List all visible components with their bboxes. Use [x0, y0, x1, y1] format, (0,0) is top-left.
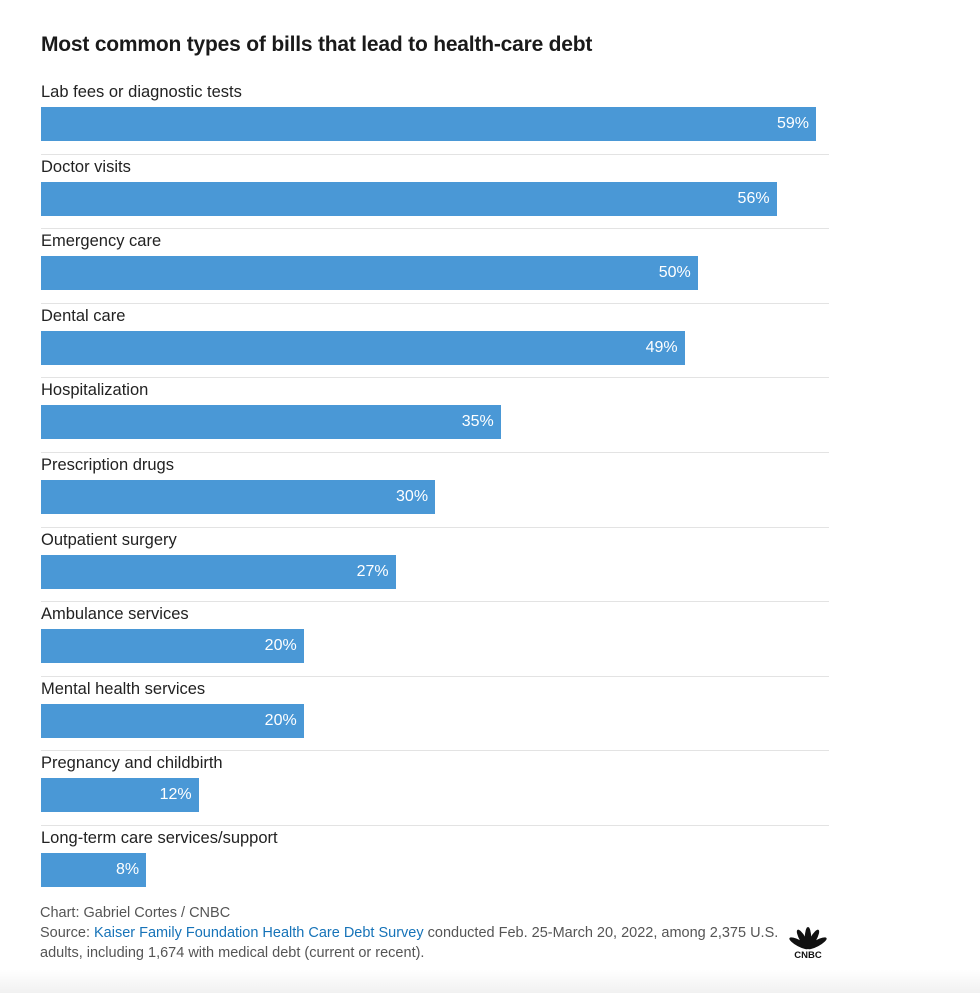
- chart-title: Most common types of bills that lead to …: [41, 33, 593, 56]
- bar-value-label: 49%: [645, 338, 678, 356]
- cnbc-logo: CNBC: [789, 927, 827, 960]
- bar-label: Lab fees or diagnostic tests: [41, 83, 242, 101]
- bar-row: Ambulance services 20%: [41, 602, 829, 677]
- bar: 59%: [41, 107, 816, 141]
- page-bottom-band: [0, 970, 980, 993]
- bar: 56%: [41, 181, 777, 216]
- bar: 8%: [41, 852, 147, 887]
- bar-row: Pregnancy and childbirth 12%: [41, 751, 829, 826]
- bar-label: Prescription drugs: [41, 455, 174, 474]
- bar-row: Dental care 49%: [41, 304, 829, 379]
- bar: 27%: [41, 554, 396, 589]
- chart-footer: Chart: Gabriel Cortes / CNBC Source: Kai…: [40, 903, 800, 963]
- bar-row: Lab fees or diagnostic tests 59%: [41, 80, 829, 155]
- bar-label: Mental health services: [41, 679, 206, 698]
- bar-row: Mental health services 20%: [41, 677, 829, 752]
- bar-value-label: 20%: [264, 711, 297, 729]
- bar: 20%: [41, 629, 304, 664]
- bar-value-label: 30%: [396, 487, 429, 505]
- bar-label: Long-term care services/support: [41, 828, 278, 847]
- bar: 30%: [41, 479, 436, 514]
- bar: 49%: [41, 330, 685, 365]
- bar-label: Doctor visits: [41, 157, 131, 176]
- bar-chart: Lab fees or diagnostic tests 59% Doctor vi…: [41, 80, 829, 900]
- chart-source: Source: Kaiser Family Foundation Health …: [40, 923, 800, 963]
- bar-value-label: 20%: [264, 637, 297, 655]
- bar-row: Emergency care 50%: [41, 229, 829, 304]
- bar-row: Prescription drugs 30%: [41, 453, 829, 528]
- bar-value-label: 56%: [737, 189, 770, 207]
- source-prefix: Source:: [40, 925, 94, 941]
- bar: 35%: [41, 405, 501, 440]
- bar: 20%: [41, 703, 304, 738]
- bar-value-label: 59%: [776, 115, 809, 132]
- cnbc-logo-text: CNBC: [794, 950, 822, 960]
- peacock-icon: [789, 927, 827, 950]
- bar-row: Doctor visits 56%: [41, 155, 829, 230]
- bar-row: Hospitalization 35%: [41, 378, 829, 453]
- bar: 50%: [41, 256, 698, 291]
- bar-label: Ambulance services: [41, 605, 189, 624]
- bar-label: Emergency care: [41, 232, 162, 251]
- bar-label: Outpatient surgery: [41, 530, 177, 549]
- bar-label: Pregnancy and childbirth: [41, 754, 223, 773]
- bar-row: Outpatient surgery 27%: [41, 528, 829, 603]
- bar-label: Dental care: [41, 306, 126, 325]
- source-suffix: conducted Feb. 25-March 20, 2022, among …: [40, 925, 779, 961]
- bar-value-label: 27%: [356, 562, 389, 580]
- bar-label: Hospitalization: [41, 381, 149, 400]
- bar-value-label: 8%: [115, 860, 140, 878]
- bar-row: Long-term care services/support 8%: [41, 826, 829, 900]
- bar-value-label: 35%: [461, 413, 494, 431]
- bar-value-label: 12%: [159, 786, 192, 804]
- source-link[interactable]: Kaiser Family Foundation Health Care Deb…: [94, 925, 424, 941]
- bar-value-label: 50%: [658, 264, 691, 282]
- bar: 12%: [41, 778, 199, 813]
- chart-credit: Chart: Gabriel Cortes / CNBC: [40, 905, 231, 921]
